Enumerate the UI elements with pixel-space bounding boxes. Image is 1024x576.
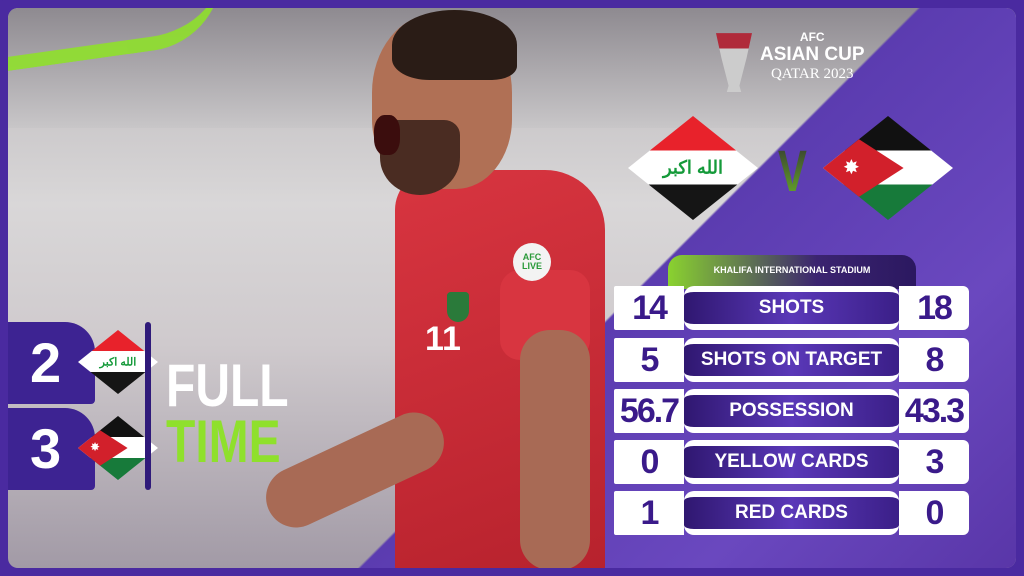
logo-qatar: QATAR 2023	[770, 66, 854, 82]
venue-label: KHALIFA INTERNATIONAL STADIUM	[668, 255, 916, 289]
home-value: 1	[614, 491, 684, 535]
away-value: 43.3	[899, 389, 969, 433]
home-value: 56.7	[614, 389, 684, 433]
full-label: FULL	[166, 352, 289, 419]
away-value: 3	[899, 440, 969, 484]
stat-label: SHOTS ON TARGET	[684, 338, 899, 382]
crest-icon	[447, 292, 469, 322]
stat-row-possession: 56.7 POSSESSION 43.3	[614, 389, 969, 433]
divider	[145, 322, 151, 490]
away-value: 0	[899, 491, 969, 535]
shirt-number: 11	[425, 320, 461, 358]
away-score: 3	[0, 408, 95, 490]
player-arm	[520, 330, 590, 570]
stat-row-red-cards: 1 RED CARDS 0	[614, 491, 969, 535]
stat-label: POSSESSION	[684, 389, 899, 433]
away-value: 8	[899, 338, 969, 382]
afc-live-patch: AFC LIVE	[513, 243, 551, 281]
jordan-star-icon: ✸	[90, 440, 101, 454]
stat-row-yellow-cards: 0 YELLOW CARDS 3	[614, 440, 969, 484]
iraq-flag-text: الله اكبر	[99, 356, 137, 369]
jordan-star-icon: ✸	[843, 157, 860, 179]
time-label: TIME	[166, 408, 281, 475]
afc-asian-cup-logo: AFC ASIAN CUP QATAR 2023	[716, 30, 865, 92]
stat-label: RED CARDS	[684, 491, 899, 535]
away-value: 18	[899, 286, 969, 330]
stat-label: YELLOW CARDS	[684, 440, 899, 484]
logo-afc: AFC	[799, 30, 825, 44]
versus-label: V	[777, 139, 807, 204]
stat-row-shots-on-target: 5 SHOTS ON TARGET 8	[614, 338, 969, 382]
trophy-icon	[716, 33, 752, 92]
home-value: 5	[614, 338, 684, 382]
player-hair	[392, 10, 517, 80]
stat-row-shots: 14 SHOTS 18	[614, 286, 969, 330]
stat-label: SHOTS	[684, 286, 899, 330]
home-value: 0	[614, 440, 684, 484]
home-value: 14	[614, 286, 684, 330]
player-mouth	[374, 115, 400, 155]
home-score: 2	[0, 322, 95, 404]
logo-asian-cup: ASIAN CUP	[760, 44, 865, 65]
iraq-flag-text: الله اكبر	[662, 157, 724, 178]
